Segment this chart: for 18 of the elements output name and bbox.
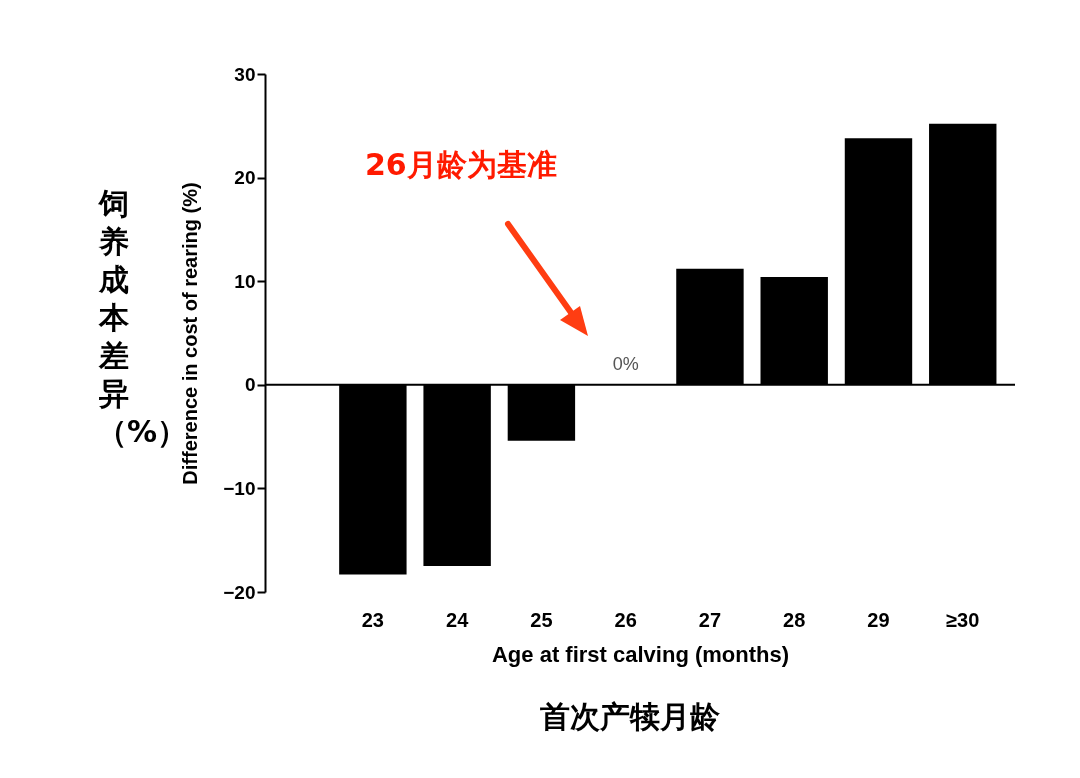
text: 首次产犊月龄 xyxy=(539,698,721,736)
x-tick-label: 27 xyxy=(698,608,722,631)
x-tick-label: ≥30 xyxy=(946,608,980,631)
x-tick-label: 29 xyxy=(867,608,890,631)
y-tick-label: 10 xyxy=(234,270,256,292)
y-tick-label: 0 xyxy=(244,374,256,396)
x-tick-label: 23 xyxy=(361,608,384,631)
x-tick-label: 25 xyxy=(530,608,553,631)
x-tick-label: 28 xyxy=(783,608,806,631)
x-tick-label: 24 xyxy=(446,608,470,631)
y-tick-label: −20 xyxy=(223,581,256,603)
x-tick-label: 26 xyxy=(614,608,637,631)
x-axis-title: Age at first calving (months) xyxy=(491,641,790,667)
annotation: 26月龄为基准 xyxy=(365,146,557,184)
y-tick-label: −10 xyxy=(223,477,256,499)
y-tick-label: 30 xyxy=(234,63,256,85)
data-label: 0% xyxy=(612,353,639,374)
y-tick-label: 20 xyxy=(234,167,256,189)
